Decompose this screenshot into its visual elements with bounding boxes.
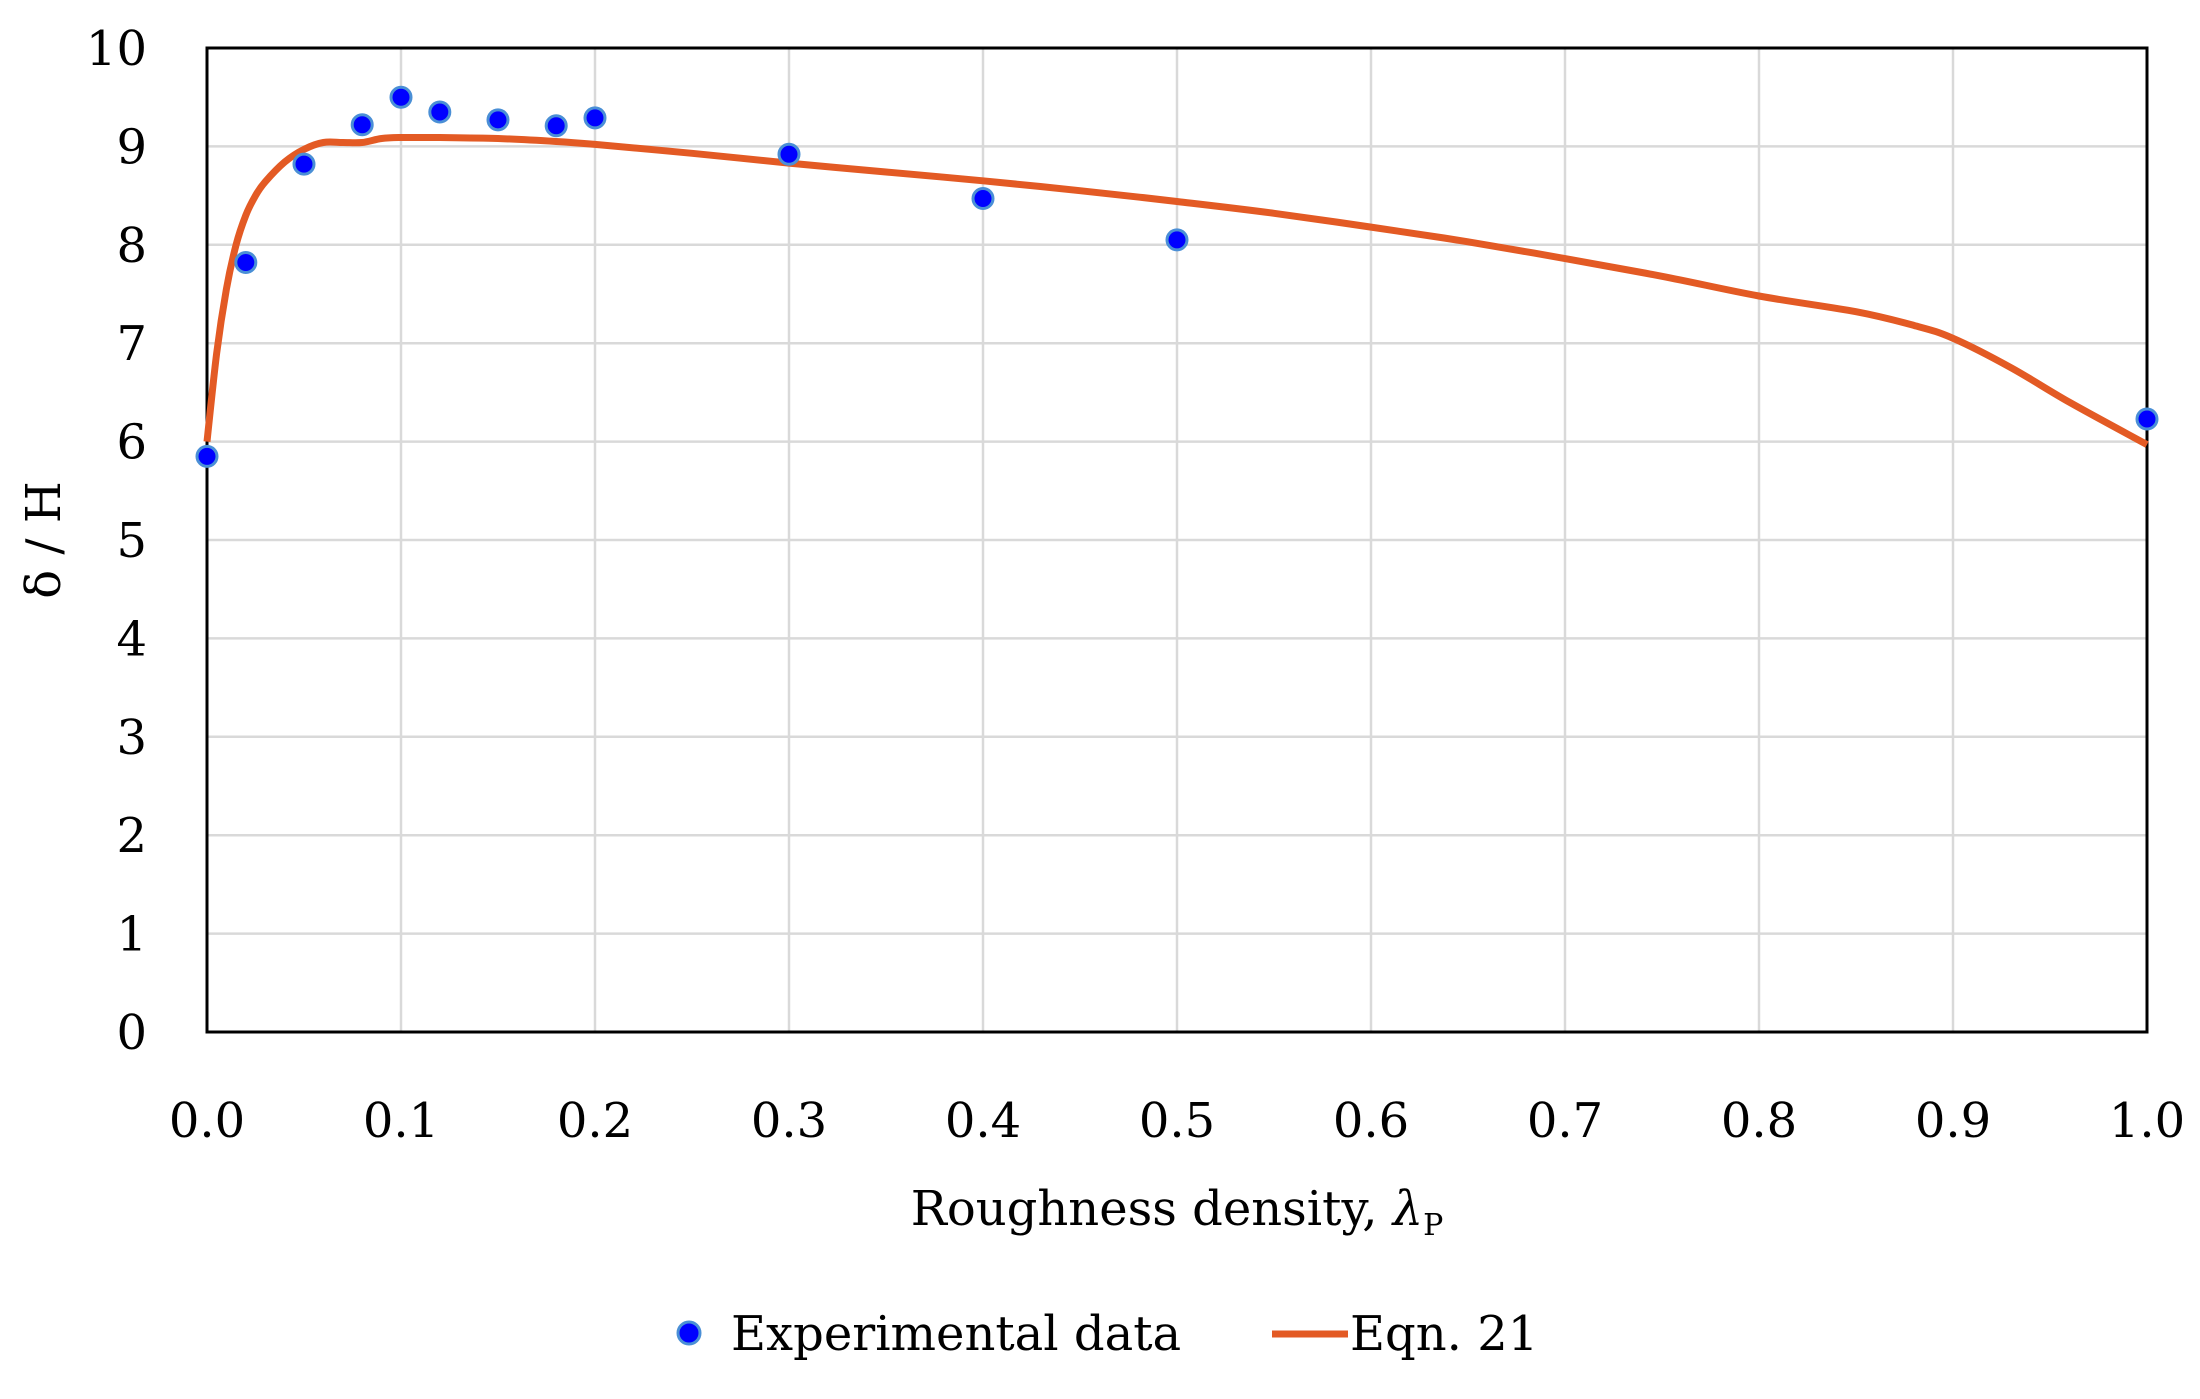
x-tick-label: 0.6 (1333, 1093, 1409, 1149)
experimental-data-series (195, 85, 2159, 468)
y-tick-label: 2 (116, 808, 147, 864)
data-point (583, 106, 607, 130)
y-tick-label: 5 (116, 513, 147, 569)
data-point (389, 85, 413, 109)
x-tick-label: 0.2 (557, 1093, 633, 1149)
data-point (350, 113, 374, 137)
x-axis-label-subscript: P (1423, 1208, 1443, 1243)
y-tick-label: 8 (116, 218, 147, 274)
x-tick-label: 0.3 (751, 1093, 827, 1149)
x-tick-labels: 0.0 0.1 0.2 0.3 0.4 0.5 0.6 0.7 0.8 0.9 1.0 (169, 1093, 2185, 1149)
y-tick-label: 9 (116, 119, 147, 175)
y-axis-label: δ / H (16, 481, 72, 598)
y-tick-label: 4 (116, 611, 147, 667)
x-tick-label: 0.8 (1721, 1093, 1797, 1149)
data-point (292, 152, 316, 176)
data-point (544, 114, 568, 138)
x-axis-label-text: Roughness density, (911, 1181, 1393, 1237)
y-tick-label: 1 (116, 907, 147, 963)
legend-marker-experimental (676, 1320, 702, 1346)
x-tick-label: 0.0 (169, 1093, 245, 1149)
data-point (234, 251, 258, 275)
y-tick-label: 3 (116, 710, 147, 766)
y-tick-label: 10 (86, 21, 147, 77)
y-tick-label: 7 (116, 316, 147, 372)
legend-label-eqn-21: Eqn. 21 (1350, 1306, 1538, 1362)
data-point (2135, 407, 2159, 431)
y-tick-labels: 0 1 2 3 4 5 6 7 8 9 10 (86, 21, 147, 1061)
data-point (971, 187, 995, 211)
data-point (486, 108, 510, 132)
eqn-21-series (203, 133, 2149, 448)
y-tick-label: 6 (116, 415, 147, 471)
y-tick-label: 0 (116, 1005, 147, 1061)
x-axis-label: Roughness density, λP (911, 1181, 1444, 1243)
data-point (1165, 228, 1189, 252)
x-axis-label-symbol: λ (1391, 1181, 1423, 1237)
x-tick-label: 0.4 (945, 1093, 1021, 1149)
eqn-21-line (203, 133, 2149, 448)
x-tick-label: 0.5 (1139, 1093, 1215, 1149)
x-tick-label: 0.9 (1915, 1093, 1991, 1149)
data-point (195, 444, 219, 468)
legend-label-experimental: Experimental data (731, 1306, 1181, 1362)
grid (205, 46, 2149, 1034)
data-point (777, 142, 801, 166)
legend: Experimental data Eqn. 21 (676, 1306, 1538, 1362)
x-tick-label: 0.1 (363, 1093, 439, 1149)
plot-frame (205, 46, 2149, 1034)
x-tick-label: 0.7 (1527, 1093, 1603, 1149)
x-tick-label: 1.0 (2109, 1093, 2185, 1149)
data-point (428, 100, 452, 124)
